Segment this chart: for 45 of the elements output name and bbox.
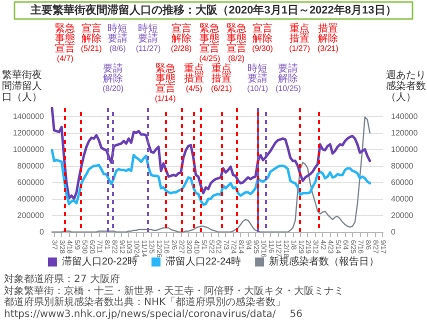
ref-line-label: 宣言解除(2/28): [170, 22, 192, 53]
y-tick-label: 1200000: [12, 128, 45, 138]
ref-line-label: 時短要請(8/6): [108, 22, 128, 53]
ref-line-label: 要請解除(8/20): [102, 62, 124, 93]
legend-label: 新規感染者数（報告日）: [269, 256, 380, 268]
y-tick-label: 400000: [17, 194, 45, 204]
ref-line-label: 緊急事態宣言(1/14): [154, 62, 176, 103]
y2-tick-label: 20000: [391, 210, 414, 220]
line-series: [50, 148, 372, 206]
legend-label: 滞留人口20-22時: [62, 256, 138, 268]
ref-line-label: 要請解除(10/25): [276, 62, 302, 93]
y2-tick-label: 60000: [391, 178, 414, 187]
ref-line-label: 宣言解除(5/21): [80, 22, 102, 53]
text: 56: [290, 308, 303, 320]
y-tick-label: 200000: [17, 210, 45, 220]
y-axis-title: 繁華街夜間滞留人口（人）: [2, 69, 42, 103]
ref-line-label: 緊急事態宣言(8/2): [226, 22, 246, 63]
y2-tick-label: 40000: [391, 194, 414, 204]
y-tick-label: 600000: [17, 178, 45, 187]
y2-tick-label: 140000: [391, 112, 418, 121]
line-series: [50, 106, 372, 200]
y2-axis-title: 週あたり感染者数（人）: [386, 70, 426, 103]
y-tick-label: 1000000: [12, 144, 45, 154]
y-tick-label: 800000: [17, 161, 45, 170]
ref-line-label: 重点措置(6/21): [210, 62, 232, 93]
y2-tick-label: 0: [391, 228, 396, 236]
y2-tick-label: 80000: [391, 161, 414, 170]
line-series: [51, 116, 371, 233]
y2-tick-label: 120000: [391, 128, 418, 138]
ref-line-label: 時短要請(11/27): [136, 22, 161, 53]
text: 都道府県別新規感染者数出典：NHK「都道府県別の感染者数」: [4, 297, 286, 308]
y2-tick-label: 100000: [391, 144, 418, 154]
ref-line-label: 緊急事態宣言(4/7): [55, 22, 76, 63]
ref-line-label: 宣言解除(9/30): [252, 22, 274, 53]
text: https://www3.nhk.or.jp/news/special/coronavirus/data/: [4, 308, 276, 320]
y-tick-label: 0: [40, 228, 45, 236]
ref-line-label: 緊急事態宣言(4/25): [199, 22, 220, 63]
ref-line-label: 重点措置(1/27): [289, 22, 310, 53]
legend-label: 滞留人口22-24時: [166, 256, 242, 268]
text: 対象繁華街：京橋・十三・新世界・天王寺・阿倍野・大阪キタ・大阪ミナミ: [4, 286, 344, 296]
ref-line-label: 措置解除(3/21): [317, 22, 339, 53]
chart-title: 主要繁華街夜間滞留人口の推移：大阪（2020年3月1日～2022年8月13日）: [30, 4, 396, 16]
y-tick-label: 1400000: [12, 112, 45, 121]
ref-line-label: 重点措置(4/5): [184, 62, 204, 93]
ref-line-label: 時短要請(10/1): [247, 62, 268, 93]
